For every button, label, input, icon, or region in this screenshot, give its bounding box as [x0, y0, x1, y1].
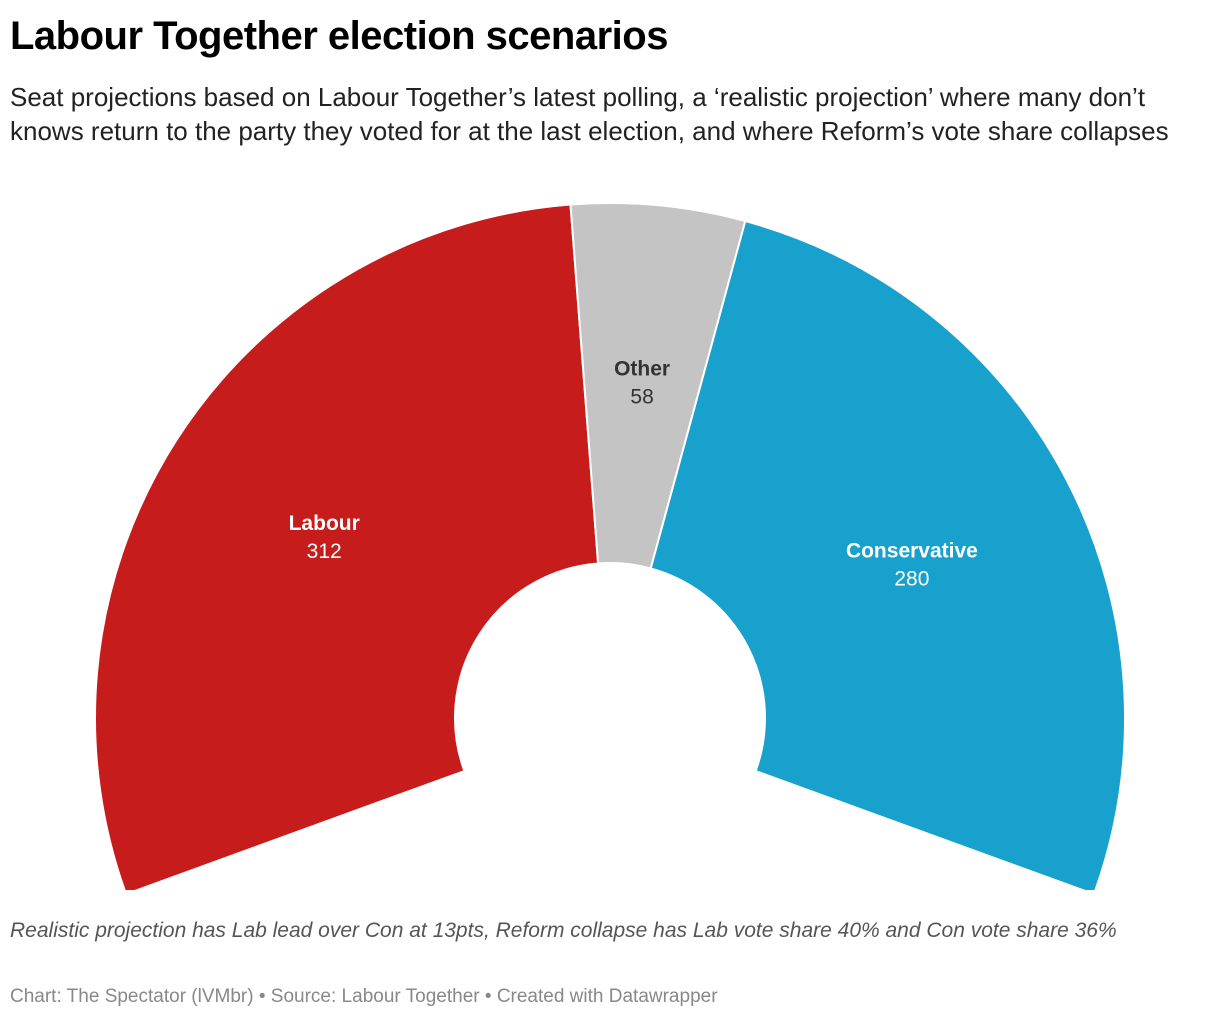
slice-labour	[94, 203, 600, 890]
chart-note: Realistic projection has Lab lead over C…	[10, 919, 1117, 942]
created-with-credit: Created with Datawrapper	[496, 986, 718, 1007]
chart-subtitle: Seat projections based on Labour Togethe…	[10, 82, 1169, 146]
source-credit: Source: Labour Together	[270, 986, 480, 1007]
slice-value-conservative: 280	[894, 568, 929, 591]
slice-label-labour: Labour	[289, 512, 360, 535]
slice-label-conservative: Conservative	[846, 540, 978, 563]
chart-title: Labour Together election scenarios	[10, 14, 668, 58]
chart-credit: Chart: The Spectator (lVMbr)	[10, 986, 254, 1007]
slice-value-other: 58	[630, 386, 653, 409]
slice-label-other: Other	[614, 358, 670, 381]
slice-value-labour: 312	[307, 540, 342, 563]
half-donut-chart: Labour 312 Other 58 Conservative 280	[94, 202, 1126, 890]
chart-labels: Labour 312 Other 58 Conservative 280	[289, 358, 978, 591]
footer-separator: •	[258, 986, 266, 1007]
slice-conservative	[649, 219, 1126, 890]
chart-slices	[94, 202, 1126, 890]
chart-footer: Chart: The Spectator (lVMbr) • Source: L…	[10, 984, 718, 1010]
footer-separator: •	[484, 986, 492, 1007]
